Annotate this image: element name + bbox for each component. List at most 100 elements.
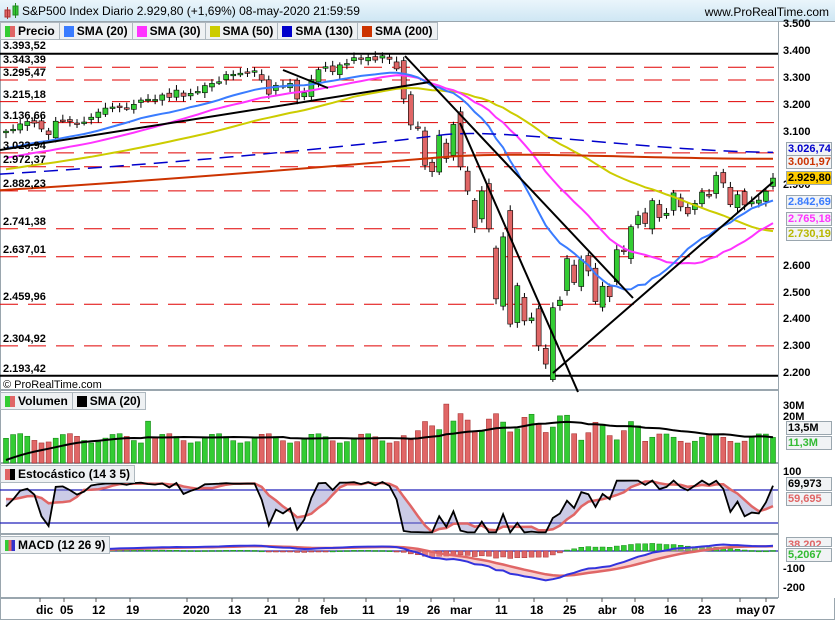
- macd-hist-up: [202, 550, 208, 552]
- candle-down: [642, 212, 648, 224]
- legend-label: SMA (200): [374, 24, 433, 38]
- legend-item-sma-200[interactable]: SMA (200): [358, 23, 437, 39]
- volume-bar-down: [358, 433, 364, 464]
- candle-down: [329, 65, 336, 72]
- macd-hist-up: [599, 546, 606, 552]
- volume-sma-badge: 13,5M: [786, 421, 832, 435]
- macd-hist-down: [471, 550, 478, 557]
- candle-down: [720, 172, 727, 184]
- volume-bar-down: [400, 435, 407, 464]
- macd-legend: MACD (12 26 9): [0, 536, 111, 554]
- volume-bar-up: [315, 433, 322, 464]
- legend-item-macd-12-26-9[interactable]: MACD (12 26 9): [1, 537, 109, 553]
- legend-label: Estocástico (14 3 5): [18, 467, 131, 481]
- copyright-text: © ProRealTime.com: [3, 379, 102, 391]
- macd-hist-up: [230, 550, 237, 552]
- volume-bar-up: [578, 439, 585, 464]
- candle-up: [713, 175, 719, 194]
- legend-item-sma-20[interactable]: SMA (20): [73, 393, 145, 409]
- level-label: 3.136,66: [3, 109, 46, 122]
- candle-down: [656, 204, 663, 218]
- macd-hist-up: [592, 546, 599, 552]
- candle-up: [10, 128, 16, 132]
- volume-bar-up: [209, 434, 215, 464]
- legend-item-sma-30[interactable]: SMA (30): [133, 23, 206, 39]
- volume-bar-up: [223, 436, 229, 464]
- candle-down: [471, 200, 478, 228]
- color-swatch-icon: [5, 539, 15, 551]
- macd-hist-up: [614, 545, 620, 552]
- macd-hist-up: [223, 550, 229, 552]
- color-swatch-icon: [361, 25, 372, 37]
- macd-hist-down: [542, 550, 549, 558]
- candle-up: [336, 64, 343, 75]
- volume-bar-down: [408, 439, 414, 464]
- legend-item-sma-130[interactable]: SMA (130): [278, 23, 358, 39]
- volume-bar-up: [237, 442, 244, 464]
- volume-tick: 20M: [783, 411, 805, 423]
- volume-bar-up: [202, 437, 208, 464]
- volume-bar-up: [3, 437, 9, 464]
- macd-signal-badge: 38,202: [786, 537, 832, 547]
- volume-bar-down: [493, 413, 499, 464]
- candle-down: [521, 297, 528, 322]
- macd-hist-badge: 5,2067: [786, 548, 832, 562]
- candle-up: [209, 83, 215, 88]
- candle-up: [3, 130, 9, 134]
- volume-bar-up: [550, 426, 556, 464]
- macd-hist-up: [628, 544, 634, 552]
- candle-up: [450, 124, 457, 156]
- macd-hist-down: [400, 550, 407, 553]
- legend-item-sma-50[interactable]: SMA (50): [206, 23, 279, 39]
- sma50-badge: 2.730,19: [786, 227, 832, 241]
- macd-hist-down: [535, 550, 542, 558]
- macd-hist-up: [727, 548, 734, 552]
- macd-hist-up: [372, 550, 379, 552]
- candle-up: [635, 215, 641, 225]
- volume-bar-up: [109, 434, 116, 464]
- volume-bar-down: [415, 430, 421, 464]
- volume-tick: 30M: [783, 400, 805, 412]
- candle-up: [734, 194, 741, 208]
- legend-label: SMA (20): [89, 394, 141, 408]
- volume-bar-down: [621, 430, 627, 464]
- macd-hist-up: [734, 548, 741, 552]
- volume-bar-up: [230, 440, 237, 464]
- color-swatch-icon: [5, 25, 15, 37]
- candle-up: [24, 121, 31, 126]
- legend-label: MACD (12 26 9): [18, 538, 106, 552]
- volume-bar-down: [720, 437, 727, 464]
- volume-bar-up: [734, 442, 741, 464]
- volume-bar-up: [763, 433, 769, 464]
- volume-bar-up: [95, 441, 102, 464]
- level-label: 3.215,18: [3, 88, 46, 101]
- volume-bar-up: [102, 437, 109, 464]
- macd-hist-up: [166, 550, 173, 552]
- legend-label: SMA (20): [76, 24, 128, 38]
- volume-bar-down: [464, 419, 471, 464]
- legend-item-sma-20[interactable]: SMA (20): [60, 23, 133, 39]
- volume-bar-up: [344, 441, 350, 464]
- macd-hist-down: [514, 550, 521, 558]
- candle-down: [464, 170, 471, 192]
- price-tick: 2.300: [783, 340, 811, 353]
- volume-bar-up: [365, 433, 371, 464]
- x-axis-label: 07: [762, 603, 776, 617]
- legend-item-volumen[interactable]: Volumen: [1, 393, 73, 409]
- candle-up: [95, 111, 102, 118]
- macd-hist-down: [493, 550, 499, 559]
- candle-up: [145, 98, 151, 102]
- price-tick: 2.200: [783, 367, 811, 379]
- legend-item-estoc-stico-14-3-5[interactable]: Estocástico (14 3 5): [1, 466, 134, 482]
- site-link[interactable]: www.ProRealTime.com: [704, 5, 829, 19]
- level-label: 2.637,01: [3, 243, 46, 256]
- candle-up: [223, 74, 229, 80]
- candle-up: [699, 191, 705, 205]
- candle-up: [351, 57, 357, 61]
- legend-item-precio[interactable]: Precio: [1, 23, 60, 39]
- candle-up: [500, 236, 506, 307]
- volume-bar-up: [60, 434, 66, 464]
- candle-up: [194, 91, 201, 94]
- close-price-badge: 2.929,80: [786, 171, 832, 185]
